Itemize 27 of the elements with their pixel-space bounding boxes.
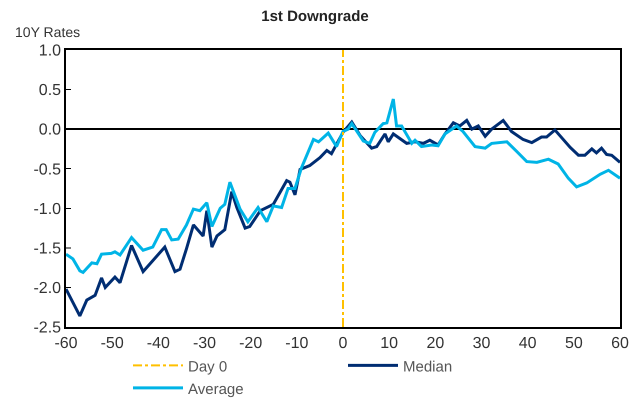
- chart-title: 1st Downgrade: [261, 8, 369, 25]
- y-tick-label: 0.5: [38, 82, 62, 100]
- legend-label: Average: [188, 380, 244, 398]
- x-tick-label: -30: [192, 334, 216, 352]
- y-tick-label: -2.0: [33, 280, 62, 298]
- y-tick-label: -2.5: [33, 320, 62, 337]
- x-tick-label: -60: [54, 334, 78, 352]
- x-tick-label: -10: [285, 334, 308, 352]
- line-series: [66, 98, 620, 274]
- x-tick-label: -40: [146, 334, 170, 352]
- y-tick-label: 1.0: [38, 42, 62, 60]
- y-tick-label: -0.5: [33, 161, 62, 178]
- x-tick-label: 20: [426, 334, 444, 352]
- x-tick-label: -20: [239, 334, 262, 352]
- x-tick-label: 0: [338, 334, 348, 352]
- y-tick-label: -1.5: [33, 240, 62, 258]
- x-tick-label: 10: [380, 334, 398, 352]
- y-axis-title: 10Y Rates: [15, 24, 80, 40]
- x-tick-label: 40: [518, 334, 537, 352]
- x-tick-label: -50: [100, 334, 124, 352]
- x-tick-label: 50: [564, 334, 583, 352]
- legend-label: Day 0: [188, 358, 228, 376]
- y-tick-label: 0.0: [38, 122, 62, 139]
- y-tick-label: -1.0: [33, 200, 62, 218]
- x-tick-label: 60: [611, 334, 629, 352]
- x-tick-label: 30: [472, 334, 490, 352]
- legend-label: Median: [403, 358, 452, 376]
